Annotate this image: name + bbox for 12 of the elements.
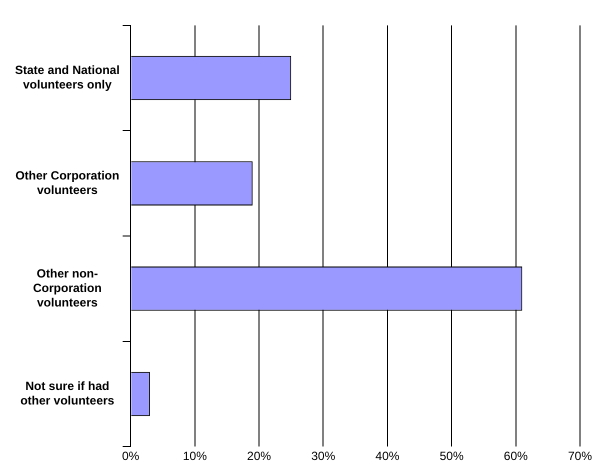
x-tick-label: 60% bbox=[504, 449, 528, 464]
x-tick-label: 10% bbox=[182, 449, 208, 464]
x-tick-label: 0% bbox=[122, 449, 140, 464]
x-tick-label: 50% bbox=[440, 449, 464, 464]
y-tick-label: Other Corporation volunteers bbox=[15, 168, 120, 197]
y-tick-label: State and National volunteers only bbox=[15, 63, 120, 92]
y-tick-label: Other non-Corporation volunteers bbox=[33, 266, 102, 310]
x-tick-label: 40% bbox=[375, 449, 400, 464]
y-tick-label: Not sure if had other volunteers bbox=[20, 379, 115, 408]
x-tick-label: 70% bbox=[568, 449, 592, 464]
x-tick-label: 30% bbox=[311, 449, 336, 464]
x-tick-label: 20% bbox=[247, 449, 272, 464]
